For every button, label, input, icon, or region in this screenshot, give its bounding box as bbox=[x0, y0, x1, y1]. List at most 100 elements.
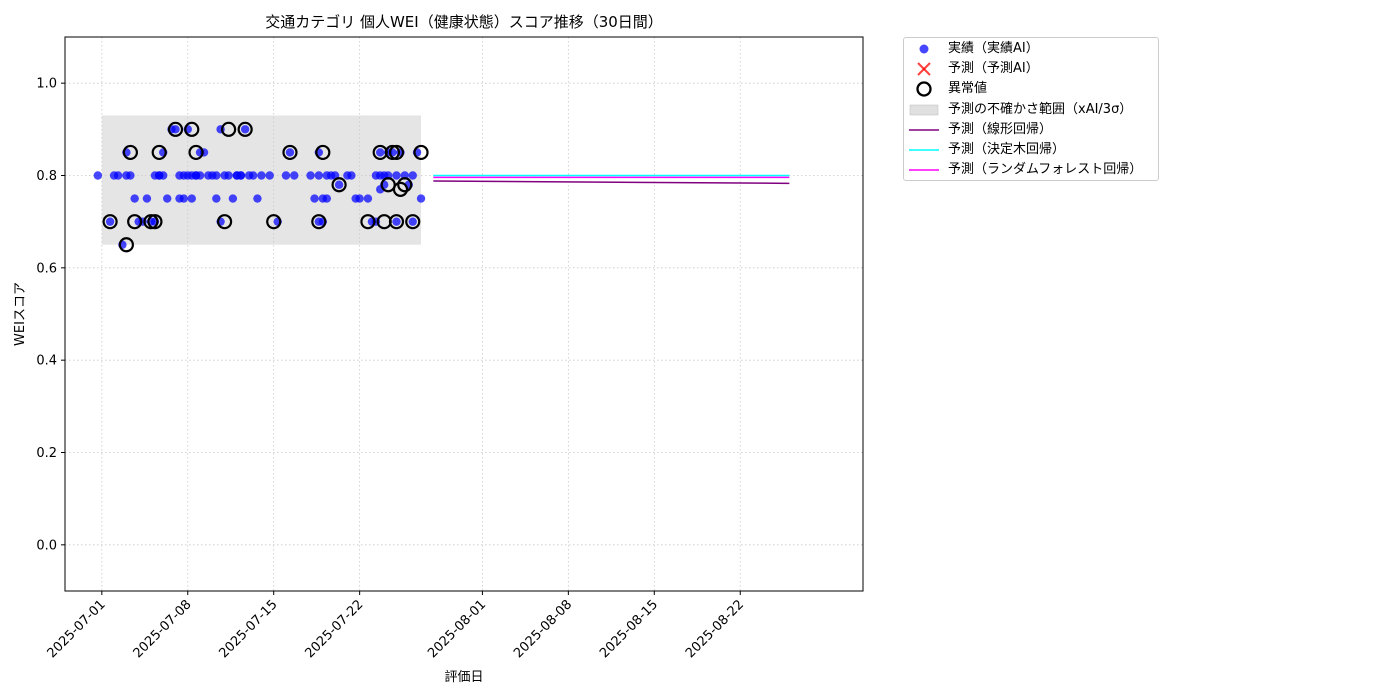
actual-point bbox=[187, 194, 196, 203]
y-tick-label: 1.0 bbox=[36, 77, 57, 92]
y-tick-label: 0.4 bbox=[36, 354, 57, 369]
legend-swatch bbox=[909, 104, 939, 115]
legend-dot bbox=[919, 44, 929, 54]
anomaly-marker bbox=[237, 121, 253, 137]
actual-point bbox=[265, 171, 274, 180]
actual-point bbox=[408, 171, 417, 180]
anomaly-marker bbox=[188, 144, 204, 161]
legend-item: 予測（ランダムフォレスト回帰） bbox=[904, 160, 1160, 180]
anomaly-marker bbox=[405, 214, 421, 230]
anomaly-marker bbox=[217, 214, 233, 230]
actual-point bbox=[105, 217, 115, 226]
legend-ring bbox=[916, 81, 932, 98]
legend-swatch bbox=[916, 81, 932, 98]
legend-label: 予測（線形回帰） bbox=[948, 121, 1053, 137]
x-tick-label: 2025-08-15 bbox=[597, 597, 661, 661]
actual-point bbox=[171, 125, 180, 134]
anomaly-marker bbox=[388, 214, 405, 230]
actual-point bbox=[334, 180, 344, 189]
actual-point bbox=[240, 125, 250, 134]
anomaly-marker bbox=[360, 214, 376, 230]
y-axis-label: WEIスコア bbox=[13, 282, 28, 346]
actual-point bbox=[392, 171, 401, 180]
actual-point bbox=[248, 171, 258, 180]
actual-point bbox=[363, 194, 373, 203]
anomaly-marker bbox=[384, 144, 401, 161]
plot-frame bbox=[64, 36, 864, 592]
actual-point bbox=[408, 217, 417, 226]
actual-point bbox=[314, 171, 324, 180]
x-tick-label: 2025-07-15 bbox=[216, 597, 280, 661]
forecast-line bbox=[433, 180, 790, 185]
actual-point bbox=[416, 194, 426, 203]
legend-swatch bbox=[909, 169, 939, 171]
anomaly-marker bbox=[122, 144, 138, 161]
actual-point bbox=[212, 171, 221, 180]
legend-label: 予測の不確かさ範囲（xAI/3σ） bbox=[948, 101, 1133, 117]
actual-point bbox=[195, 171, 205, 180]
actual-point bbox=[212, 194, 221, 203]
legend-swatch bbox=[909, 149, 939, 151]
actual-point bbox=[355, 194, 364, 203]
x-tick-label: 2025-08-22 bbox=[683, 597, 747, 661]
actual-point bbox=[257, 171, 266, 180]
legend-label: 実績（実績AI） bbox=[948, 41, 1039, 56]
legend-item: 予測（決定木回帰） bbox=[904, 140, 1160, 160]
actual-point bbox=[93, 171, 103, 180]
anomaly-marker bbox=[151, 144, 167, 161]
legend-item: 予測（予測AI） bbox=[904, 59, 1160, 79]
x-tick-label: 2025-08-01 bbox=[425, 597, 489, 661]
legend-label: 予測（決定木回帰） bbox=[948, 142, 1066, 157]
x-tick-label: 2025-07-08 bbox=[131, 597, 195, 661]
anomaly-marker bbox=[184, 121, 200, 137]
y-tick-label: 0.0 bbox=[36, 538, 57, 553]
anomaly-marker bbox=[397, 177, 413, 193]
actual-point bbox=[392, 217, 401, 226]
legend-swatch bbox=[919, 44, 929, 54]
y-tick-label: 0.8 bbox=[36, 169, 57, 184]
actual-point bbox=[224, 171, 233, 180]
forecast-lines-layer bbox=[433, 174, 790, 185]
actual-point bbox=[159, 171, 168, 180]
actual-point bbox=[376, 148, 385, 157]
anomaly-marker bbox=[147, 214, 163, 230]
actual-point bbox=[228, 194, 238, 203]
legend-label: 予測（ランダムフォレスト回帰） bbox=[948, 162, 1143, 178]
anomaly-marker bbox=[143, 214, 159, 230]
anomaly-marker bbox=[392, 181, 409, 197]
legend-swatch bbox=[917, 62, 931, 76]
chart-title: 交通カテゴリ 個人WEI（健康状態）スコア推移（30日間） bbox=[265, 13, 663, 31]
legend-label: 予測（予測AI） bbox=[948, 61, 1039, 77]
anomaly-marker bbox=[266, 214, 282, 230]
y-tick-label: 0.6 bbox=[36, 261, 57, 276]
actual-point bbox=[306, 171, 315, 180]
chart-legend: 実績（実績AI） 予測（予測AI） 異常値 予測の不確かさ範囲（xAI/3σ） 予測（線… bbox=[903, 37, 1159, 181]
actual-point bbox=[113, 171, 123, 180]
anomaly-marker bbox=[167, 121, 184, 137]
y-tick-label: 0.2 bbox=[36, 446, 57, 461]
x-axis-label: 評価日 bbox=[444, 670, 483, 685]
actual-point bbox=[126, 171, 135, 180]
legend-cross bbox=[917, 62, 931, 76]
legend-swatch bbox=[909, 128, 939, 131]
anomaly-marker bbox=[127, 214, 143, 230]
actual-point bbox=[322, 194, 332, 203]
actual-point bbox=[326, 171, 336, 180]
actual-point bbox=[347, 171, 356, 180]
anomaly-marker bbox=[118, 237, 134, 253]
anomaly-marker bbox=[331, 177, 347, 193]
legend-band bbox=[909, 104, 939, 115]
x-axis-ticks: 2025-07-01 2025-07-08 2025-07-15 2025-07-22… bbox=[45, 591, 747, 661]
anomaly-marker bbox=[311, 214, 327, 230]
actual-point bbox=[290, 171, 299, 180]
actual-point bbox=[310, 194, 319, 203]
actual-point bbox=[285, 148, 295, 157]
actual-point bbox=[253, 194, 262, 203]
actual-point bbox=[142, 194, 152, 203]
x-tick-label: 2025-07-22 bbox=[302, 597, 366, 661]
legend-item: 予測の不確かさ範囲（xAI/3σ） bbox=[904, 100, 1160, 120]
actual-point bbox=[281, 171, 291, 180]
actual-point bbox=[130, 194, 139, 203]
actual-point bbox=[236, 171, 246, 180]
